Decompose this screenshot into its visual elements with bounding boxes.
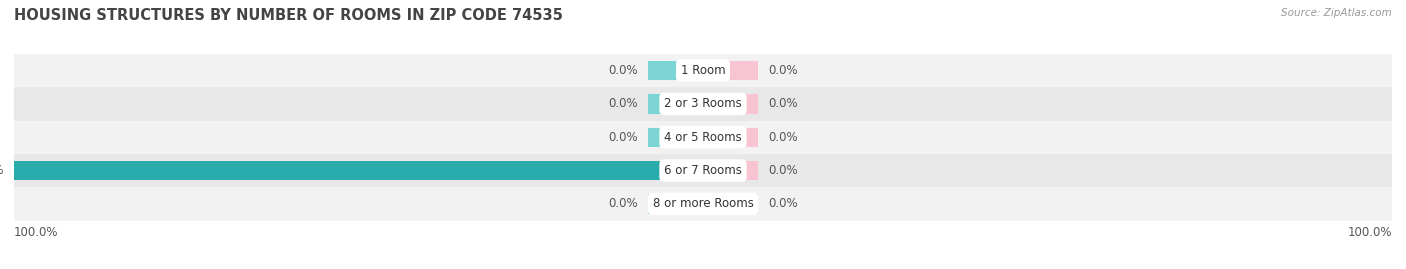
Text: 0.0%: 0.0% (607, 64, 637, 77)
Bar (14, 121, 1392, 154)
Bar (703, 161, 758, 180)
Bar (14, 54, 1392, 87)
Bar (14, 154, 1392, 187)
Bar (703, 128, 758, 147)
Text: 4 or 5 Rooms: 4 or 5 Rooms (664, 131, 742, 144)
Bar (703, 194, 758, 214)
Bar (14, 161, 703, 180)
Text: 0.0%: 0.0% (769, 197, 799, 210)
Text: 100.0%: 100.0% (0, 164, 4, 177)
Bar (648, 94, 703, 114)
Text: 0.0%: 0.0% (607, 197, 637, 210)
Text: HOUSING STRUCTURES BY NUMBER OF ROOMS IN ZIP CODE 74535: HOUSING STRUCTURES BY NUMBER OF ROOMS IN… (14, 8, 562, 23)
Text: 0.0%: 0.0% (607, 97, 637, 110)
Bar (648, 194, 703, 214)
Bar (703, 61, 758, 80)
Bar (648, 61, 703, 80)
Text: 0.0%: 0.0% (769, 131, 799, 144)
Text: 6 or 7 Rooms: 6 or 7 Rooms (664, 164, 742, 177)
Text: 2 or 3 Rooms: 2 or 3 Rooms (664, 97, 742, 110)
Bar (14, 87, 1392, 121)
Text: 100.0%: 100.0% (14, 226, 59, 239)
Text: 0.0%: 0.0% (607, 131, 637, 144)
Text: 0.0%: 0.0% (769, 64, 799, 77)
Bar (703, 94, 758, 114)
Text: 0.0%: 0.0% (769, 97, 799, 110)
Text: 100.0%: 100.0% (1347, 226, 1392, 239)
Bar (648, 128, 703, 147)
Text: 1 Room: 1 Room (681, 64, 725, 77)
Bar (14, 187, 1392, 221)
Text: Source: ZipAtlas.com: Source: ZipAtlas.com (1281, 8, 1392, 18)
Text: 8 or more Rooms: 8 or more Rooms (652, 197, 754, 210)
Text: 0.0%: 0.0% (769, 164, 799, 177)
